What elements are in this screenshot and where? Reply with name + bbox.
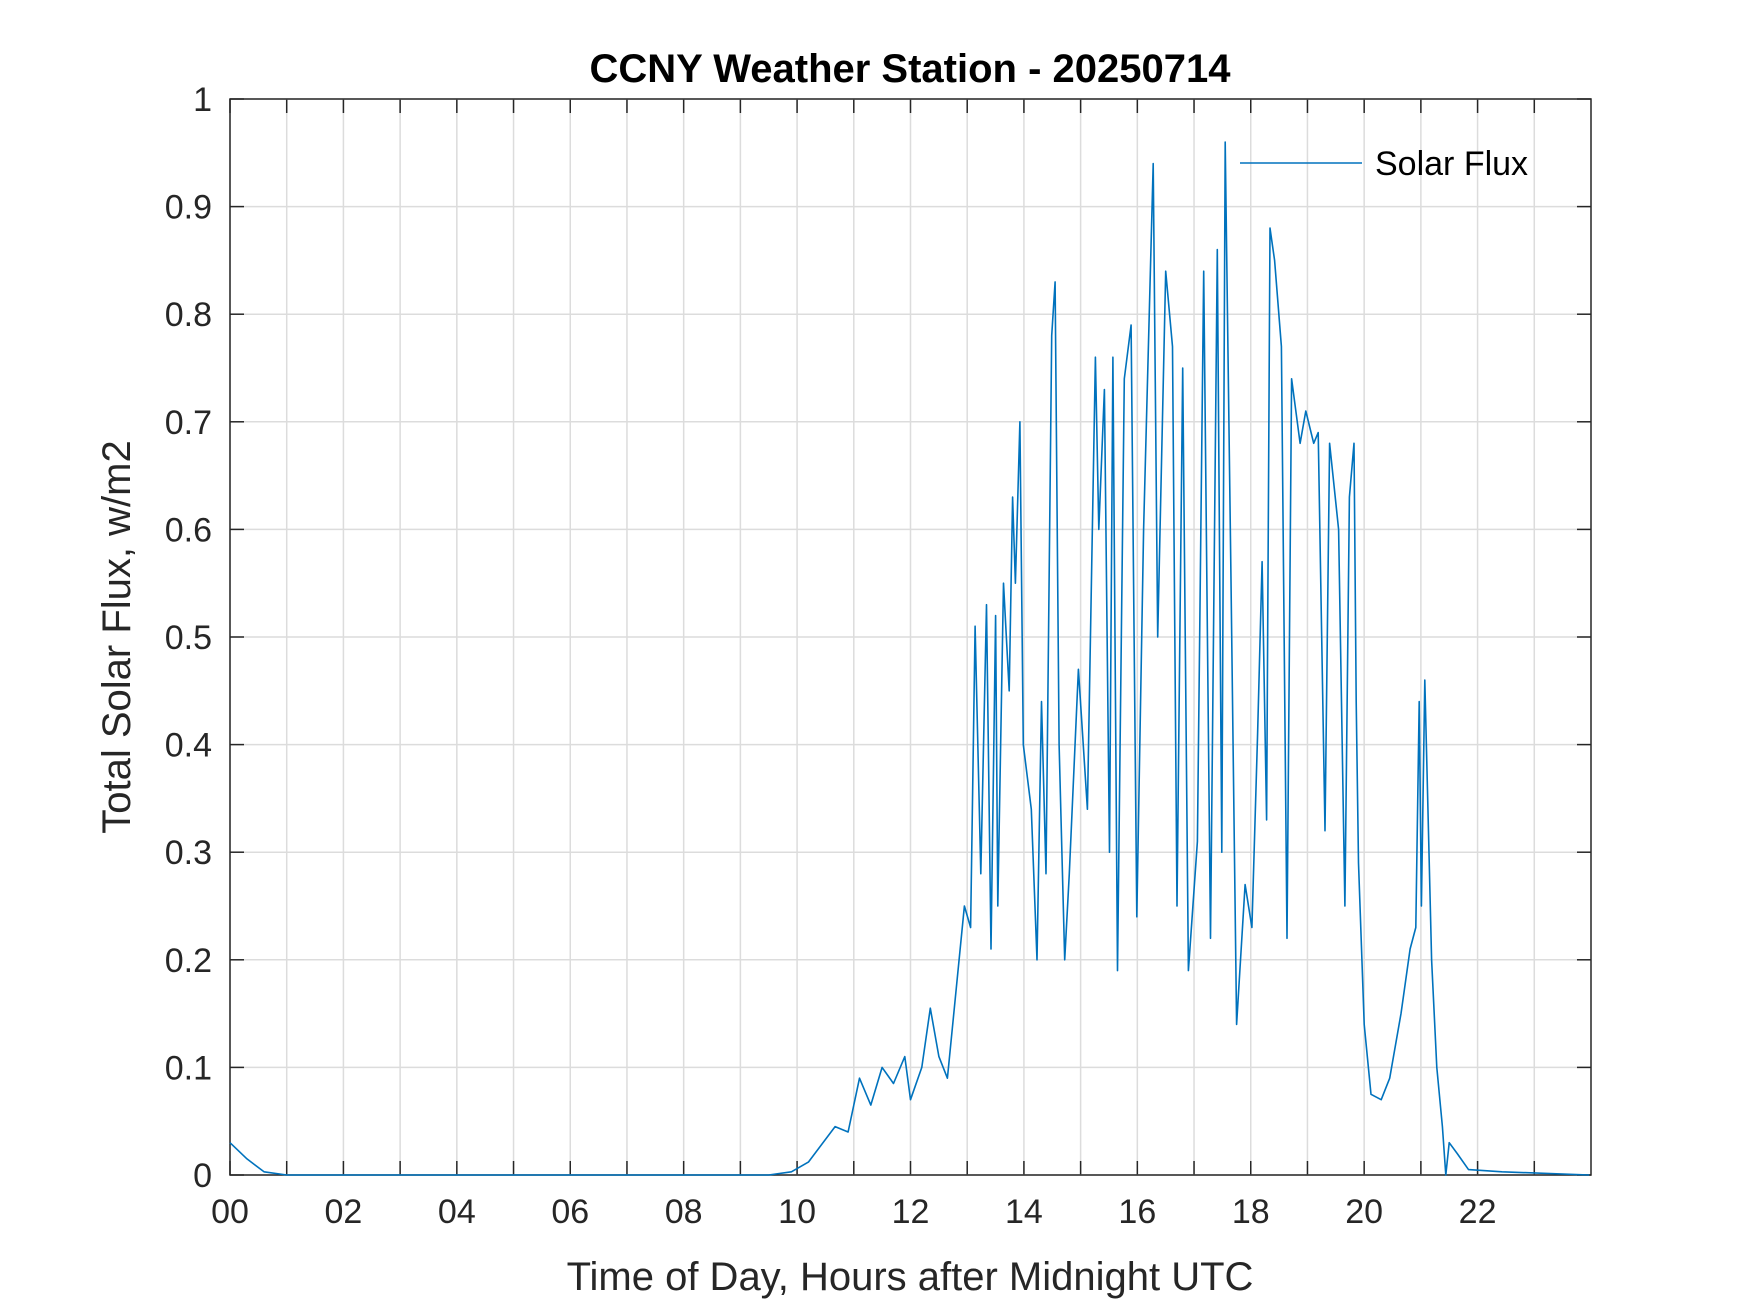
plot-frame (229, 98, 1592, 1176)
y-tick-label: 0 (193, 1157, 212, 1195)
y-tick-label: 0.3 (165, 834, 212, 872)
x-tick-label: 14 (1005, 1193, 1043, 1231)
y-tick-label: 0.2 (165, 942, 212, 980)
y-axis-label: Total Solar Flux, w/m2 (95, 440, 139, 833)
x-tick-label: 12 (892, 1193, 930, 1231)
x-tick-label: 20 (1345, 1193, 1383, 1231)
chart-title: CCNY Weather Station - 20250714 (590, 47, 1232, 91)
data-line (229, 141, 1590, 1176)
x-tick-label: 22 (1459, 1193, 1497, 1231)
y-tick-label: 0.8 (165, 296, 212, 334)
x-tick-label: 00 (211, 1193, 249, 1231)
x-axis-label: Time of Day, Hours after Midnight UTC (567, 1255, 1254, 1299)
y-tick-label: 0.9 (165, 189, 212, 227)
y-tick-label: 0.7 (165, 404, 212, 442)
legend-label: Solar Flux (1375, 145, 1528, 183)
y-tick-label: 0.6 (165, 511, 212, 549)
x-tick-label: 16 (1118, 1193, 1156, 1231)
x-tick-label: 18 (1232, 1193, 1270, 1231)
y-tick-label: 0.5 (165, 619, 212, 657)
y-tick-label: 1 (193, 81, 212, 119)
x-tick-label: 08 (665, 1193, 703, 1231)
y-tick-label: 0.4 (165, 727, 212, 765)
x-tick-label: 02 (325, 1193, 363, 1231)
x-tick-label: 04 (438, 1193, 476, 1231)
x-tick-label: 10 (778, 1193, 816, 1231)
x-tick-label: 06 (551, 1193, 589, 1231)
y-tick-label: 0.1 (165, 1049, 212, 1087)
